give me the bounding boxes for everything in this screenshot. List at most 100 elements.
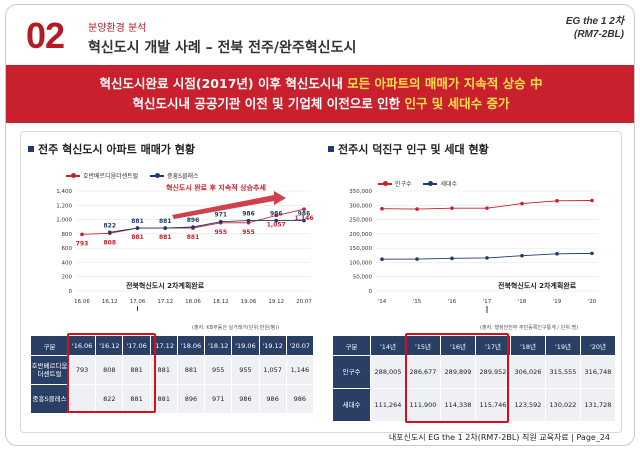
table-header-cell: '18.06 — [176, 335, 206, 356]
data-label: 1,146 — [295, 215, 314, 222]
data-label: 986 — [270, 211, 283, 218]
table-header-cell: 구분 — [332, 335, 371, 356]
y-tick-label: 400 — [62, 260, 73, 266]
table-row: 인구수 288,005 286,677 289,899 289,952 306,026 31… — [332, 355, 616, 389]
banner-highlight: 모든 아파트의 매매가 지속적 상승 — [347, 76, 526, 91]
right-line-chart: 0 50,000 100,000 150,000 200,000 250,000 300,0… — [349, 189, 598, 313]
data-label: 808 — [103, 239, 116, 246]
legend-marker-icon — [150, 172, 165, 178]
table-cell: 971 — [204, 384, 233, 414]
data-label: 881 — [187, 234, 200, 241]
banner-highlight: 인구 및 세대수 증가 — [404, 96, 510, 111]
table-cell: 1,057 — [258, 355, 287, 385]
data-point — [163, 226, 168, 230]
x-tick-label: '15 — [413, 299, 422, 305]
right-data-table: 구분 '14년 '15년 '16년 '17년 '18년 '19년 '20년 인구수 288,005… — [332, 335, 616, 422]
table-cell: 986 — [258, 384, 287, 414]
table-header-row: 구분 '16.06'16.12'17.06'17.12'18.06'18.12'1… — [30, 335, 315, 356]
plan-annotation: 전북혁신도시 2차계획완료 — [126, 282, 205, 290]
table-row: 중흥S클래스 822 881 881 896 971 986 986 986 — [30, 384, 315, 414]
table-cell: 822 — [95, 384, 124, 414]
data-point — [380, 206, 384, 211]
left-data-table: 구분 '16.06'16.12'17.06'17.12'18.06'18.12'1… — [30, 335, 315, 414]
banner-text: 혁신도시내 공공기관 이전 및 기업체 이전으로 인한 — [132, 96, 405, 111]
table-cell: 111,264 — [370, 388, 406, 422]
header: 02 분양환경 분석 혁신도시 개발 사례 – 전북 전주/완주혁신도시 EG … — [6, 5, 634, 67]
legend-marker-icon — [66, 172, 80, 178]
data-point — [302, 207, 306, 211]
table-cell: 288,005 — [370, 355, 406, 389]
table-cell: 808 — [95, 355, 124, 385]
x-tick-label: '20 — [588, 299, 597, 305]
data-point — [415, 257, 419, 261]
data-label: 1,057 — [267, 222, 286, 229]
table-cell: 896 — [176, 384, 206, 414]
data-label: 986 — [242, 211, 255, 218]
table-cell: 1,146 — [285, 355, 315, 385]
table-cell: 316,748 — [580, 355, 616, 389]
table-cell: 881 — [176, 355, 206, 385]
data-label: 881 — [131, 234, 144, 241]
table-header-cell: '20년 — [580, 335, 616, 356]
table-cell: 115,746 — [475, 388, 511, 422]
plan-annotation: 전북혁신도시 2차계획완료 — [498, 282, 577, 290]
y-tick-label: 0 — [369, 289, 373, 295]
table-header-cell: '16.06 — [67, 335, 97, 356]
x-tick-label: 19.12 — [268, 299, 284, 305]
x-tick-label: '18 — [518, 299, 527, 305]
left-line-chart: 0 200 400 600 800 1,000 1,200 1,400 16.06 16.12 17… — [56, 189, 314, 311]
table-cell: 111,900 — [405, 388, 441, 422]
table-header-cell: '20.07 — [285, 335, 315, 356]
data-point — [191, 225, 195, 229]
y-tick-label: 1,400 — [56, 189, 72, 195]
y-tick-label: 1,200 — [56, 203, 72, 209]
highlight-box — [67, 333, 156, 413]
section-number: 02 — [26, 15, 65, 56]
y-tick-label: 200 — [62, 275, 73, 281]
x-tick-label: 19.06 — [241, 299, 257, 305]
y-tick-label: 50,000 — [353, 275, 373, 281]
data-label: 881 — [131, 218, 144, 225]
x-tick-label: 20.07 — [296, 299, 312, 305]
legend-item: 중흥S클래스 — [150, 171, 199, 180]
table-header-cell: '19.12 — [258, 335, 287, 356]
table-row-label: 중흥S클래스 — [30, 384, 69, 414]
banner-line-2: 혁신도시내 공공기관 이전 및 기업체 이전으로 인한 인구 및 세대수 증가 — [6, 94, 634, 114]
y-tick-label: 200,000 — [349, 232, 372, 238]
footer-text: 내포신도시 EG the 1 2차(RM7-2BL) 직원 교육자료 | Pag… — [388, 433, 610, 442]
table-cell: 306,026 — [510, 355, 546, 389]
table-row-label: 인구수 — [332, 355, 371, 389]
project-name: EG the 1 2차 — [565, 16, 624, 27]
square-bullet-icon — [328, 146, 334, 152]
table-row: 세대수 111,264 111,900 114,338 115,746 123,592 13… — [332, 388, 616, 422]
banner-line-1: 혁신도시완료 시점(2017년) 이후 혁신도시내 모든 아파트의 매매가 지속… — [6, 74, 634, 94]
y-tick-label: 300,000 — [349, 203, 372, 209]
table-cell: 289,952 — [475, 355, 511, 389]
table-header-cell: '16년 — [440, 335, 476, 356]
project-tag: EG the 1 2차 (RM7-2BL) — [566, 15, 624, 41]
data-label: 793 — [76, 240, 89, 247]
left-legend: 호반베르디움더센트럴 중흥S클래스 — [66, 171, 209, 180]
data-label: 955 — [214, 229, 227, 236]
x-tick-label: '17 — [483, 299, 492, 305]
table-header-cell: '17년 — [475, 335, 511, 356]
data-point — [246, 218, 251, 223]
legend-item: 인구수 — [378, 179, 412, 188]
data-point — [302, 218, 306, 223]
right-chart-title: 전주시 덕진구 인구 및 세대 현황 — [328, 141, 489, 157]
table-cell: 315,555 — [545, 355, 581, 389]
data-label: 971 — [214, 212, 227, 219]
x-tick-label: 16.12 — [102, 299, 118, 305]
data-point — [590, 198, 594, 203]
data-point — [135, 226, 140, 230]
data-point — [590, 251, 594, 256]
table-cell: 793 — [67, 355, 97, 385]
data-point — [450, 206, 454, 210]
y-tick-label: 150,000 — [349, 246, 372, 252]
data-point — [380, 257, 384, 262]
right-source-note: (출처: 행정안전부 주민등록인구통계 / 단위:명) — [480, 325, 579, 331]
data-point — [415, 207, 419, 211]
data-point — [485, 256, 489, 260]
highlight-box — [405, 333, 509, 423]
table-cell: 131,728 — [580, 388, 616, 422]
